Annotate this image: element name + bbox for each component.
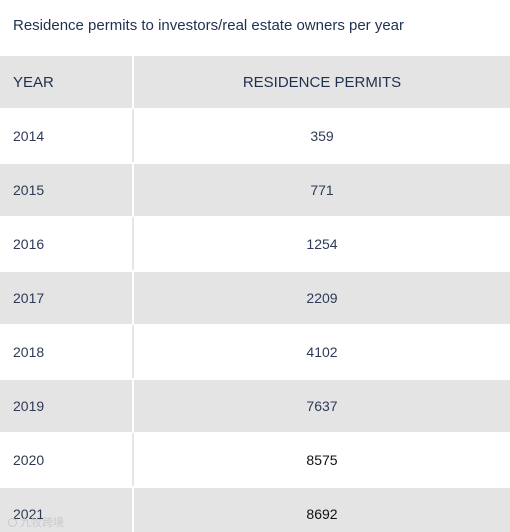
permits-cell: 2209 (134, 270, 510, 324)
table-title: Residence permits to investors/real esta… (13, 17, 405, 34)
watermark-logo-icon (8, 517, 17, 527)
table-row: 2021 8692 (0, 486, 510, 532)
year-cell: 2018 (0, 324, 134, 378)
year-cell: 2016 (0, 216, 134, 270)
year-cell: 2020 (0, 432, 134, 486)
table-row: 2017 2209 (0, 270, 510, 324)
year-column-header: YEAR (0, 54, 134, 108)
residence-permits-table: YEAR RESIDENCE PERMITS 2014 359 2015 771… (0, 54, 510, 532)
permits-cell: 359 (134, 108, 510, 162)
permits-column-header: RESIDENCE PERMITS (134, 54, 510, 108)
permits-cell: 8575 (134, 432, 510, 486)
permits-cell: 771 (134, 162, 510, 216)
watermark-text: 九牧跨境 (20, 517, 64, 529)
table-row: 2015 771 (0, 162, 510, 216)
permits-cell: 7637 (134, 378, 510, 432)
table-row: 2018 4102 (0, 324, 510, 378)
watermark: 九牧跨境 (8, 514, 64, 530)
table-row: 2019 7637 (0, 378, 510, 432)
table-row: 2014 359 (0, 108, 510, 162)
year-cell: 2019 (0, 378, 134, 432)
permits-cell: 4102 (134, 324, 510, 378)
table-row: 2016 1254 (0, 216, 510, 270)
title-bar: Residence permits to investors/real esta… (0, 0, 510, 54)
year-cell: 2014 (0, 108, 134, 162)
permits-cell: 8692 (134, 486, 510, 532)
table-header-row: YEAR RESIDENCE PERMITS (0, 54, 510, 108)
year-cell: 2017 (0, 270, 134, 324)
permits-cell: 1254 (134, 216, 510, 270)
table-row: 2020 8575 (0, 432, 510, 486)
year-cell: 2015 (0, 162, 134, 216)
year-cell: 2021 (0, 486, 134, 532)
